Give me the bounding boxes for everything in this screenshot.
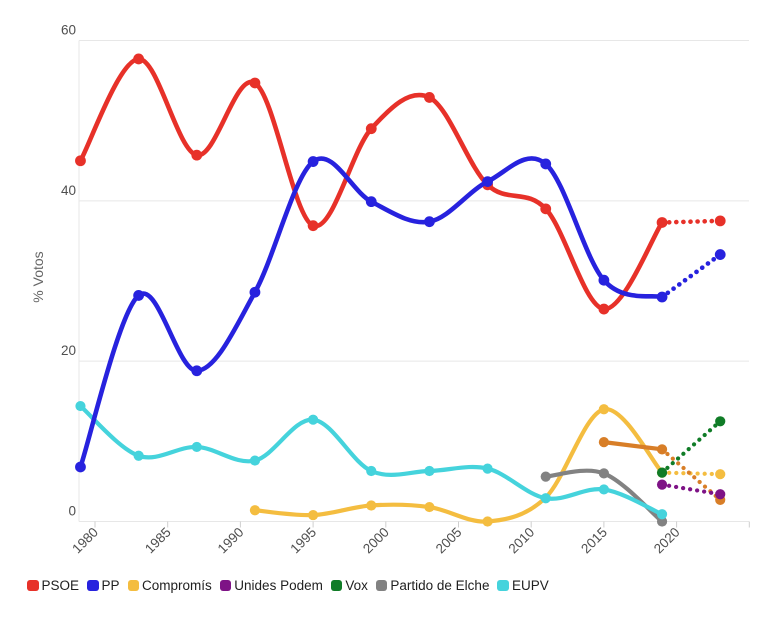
- series-eupv-point[interactable]: [366, 465, 377, 477]
- series-comprom-s-point[interactable]: [482, 516, 493, 527]
- series-pp-point[interactable]: [656, 291, 668, 303]
- series-vox-point[interactable]: [656, 467, 668, 478]
- series-comprom-s-point[interactable]: [308, 509, 319, 521]
- series-eupv-point[interactable]: [75, 400, 86, 412]
- legend-swatch-eupv: [497, 579, 509, 591]
- series-psoe-line: [78, 56, 665, 312]
- series-psoe-point[interactable]: [75, 155, 86, 167]
- legend-item-vox[interactable]: Vox: [330, 578, 368, 593]
- series-psoe-point[interactable]: [133, 53, 145, 65]
- series-pp-point[interactable]: [75, 461, 86, 473]
- series-psoe-point[interactable]: [249, 77, 261, 89]
- series-comprom-s-point[interactable]: [598, 404, 610, 415]
- series-comprom-s-point[interactable]: [424, 501, 435, 513]
- x-axis-tick-label: 2000: [360, 525, 392, 557]
- series-eupv-line: [78, 403, 665, 517]
- series-eupv-point[interactable]: [656, 509, 668, 520]
- series-pp-point[interactable]: [482, 176, 493, 187]
- series-eupv-point[interactable]: [540, 493, 551, 504]
- legend-item-partido-de-elche[interactable]: Partido de Elche: [375, 578, 490, 593]
- series-unnamed-orange-point[interactable]: [656, 444, 668, 455]
- series-eupv-point[interactable]: [249, 455, 261, 466]
- legend-item-eupv[interactable]: EUPV: [497, 578, 549, 593]
- series-unides-podem-projection-line: [659, 482, 723, 497]
- series-pp-point[interactable]: [191, 365, 203, 377]
- legend-swatch-partido-de-elche: [375, 579, 388, 591]
- legend-label-partido-de-elche: Partido de Elche: [390, 578, 490, 593]
- series-eupv-point[interactable]: [191, 441, 202, 453]
- series-comprom-s-projection-point[interactable]: [715, 469, 726, 480]
- y-axis-tick-label: 20: [61, 343, 76, 358]
- series-pp-point[interactable]: [133, 290, 145, 301]
- series-psoe-projection-point[interactable]: [714, 215, 726, 227]
- y-axis-tick-label: 40: [61, 183, 76, 198]
- legend-label-comprom-s: Compromís: [142, 578, 212, 593]
- legend-item-pp[interactable]: PP: [87, 578, 120, 593]
- y-axis-tick-label: 60: [61, 22, 76, 37]
- x-axis-tick-label: 1980: [69, 525, 101, 557]
- series-eupv-point[interactable]: [482, 463, 493, 474]
- series-pp-point[interactable]: [365, 196, 377, 208]
- series-partido-de-elche-point[interactable]: [598, 468, 610, 479]
- x-axis-tick-label: 2015: [578, 525, 610, 557]
- y-axis-tick-label: 0: [68, 504, 76, 519]
- series-partido-de-elche-point[interactable]: [540, 471, 551, 482]
- legend-item-unides-podem[interactable]: Unides Podem: [219, 578, 323, 593]
- legend-swatch-vox: [330, 579, 343, 591]
- legend-swatch-comprom-s: [127, 579, 140, 591]
- series-partido-de-elche-point[interactable]: [656, 516, 668, 527]
- legend-swatch-psoe: [27, 579, 39, 591]
- series-eupv-point[interactable]: [308, 414, 319, 425]
- legend-label-unides-podem: Unides Podem: [234, 578, 323, 593]
- series-pp-point[interactable]: [424, 216, 435, 228]
- x-axis-tick-label: 2020: [651, 525, 683, 557]
- series-comprom-s-point[interactable]: [249, 505, 261, 516]
- series-pp-projection-point[interactable]: [714, 249, 726, 260]
- series-eupv-point[interactable]: [598, 484, 610, 495]
- series-unnamed-orange-line: [601, 440, 665, 452]
- x-axis-tick-label: 1990: [215, 525, 247, 557]
- legend-label-psoe: PSOE: [41, 578, 80, 593]
- legend-item-comprom-s[interactable]: Compromís: [127, 578, 212, 593]
- series-pp-point[interactable]: [249, 286, 261, 298]
- series-pp-projection-line: [659, 252, 723, 300]
- series-unnamed-orange-point[interactable]: [598, 437, 610, 448]
- series-unides-podem-point[interactable]: [656, 479, 668, 490]
- series-comprom-s-line: [252, 407, 665, 524]
- legend-swatch-unides-podem: [219, 579, 232, 591]
- series-psoe-point[interactable]: [191, 149, 203, 161]
- x-axis-tick-label: 2005: [433, 525, 465, 557]
- series-comprom-s-point[interactable]: [366, 500, 377, 511]
- series-pp-point[interactable]: [598, 274, 610, 286]
- series-psoe-point[interactable]: [424, 92, 435, 103]
- series-psoe-point[interactable]: [656, 217, 668, 228]
- series-eupv-point[interactable]: [133, 450, 144, 461]
- legend-item-psoe[interactable]: PSOE: [27, 578, 79, 593]
- legend-label-pp: PP: [101, 578, 120, 593]
- series-eupv-point[interactable]: [424, 465, 435, 477]
- legend-swatch-pp: [87, 579, 99, 591]
- x-axis-tick-label: 1985: [142, 525, 174, 557]
- series-unides-podem-projection-point[interactable]: [715, 489, 726, 500]
- chart-legend: PSOE PP Compromís Unides Podem Vox Partido de…: [27, 578, 549, 593]
- series-comprom-s-projection-line: [659, 470, 723, 477]
- x-axis-tick-label: 2010: [505, 525, 537, 557]
- series-vox-projection-point[interactable]: [715, 416, 726, 427]
- series-psoe-point[interactable]: [598, 303, 610, 315]
- series-pp-point[interactable]: [540, 158, 552, 170]
- series-psoe-projection-line: [659, 218, 723, 225]
- series-psoe-point[interactable]: [540, 203, 552, 215]
- series-pp-line: [78, 156, 665, 470]
- y-axis-title: % Votos: [30, 251, 46, 302]
- legend-label-eupv: EUPV: [511, 578, 549, 593]
- legend-label-vox: Vox: [345, 578, 368, 593]
- series-psoe-point[interactable]: [307, 220, 319, 232]
- series-pp-point[interactable]: [307, 156, 319, 167]
- series-vox-projection-line: [659, 419, 723, 475]
- series-psoe-point[interactable]: [365, 123, 377, 135]
- x-axis-tick-label: 1995: [287, 525, 319, 557]
